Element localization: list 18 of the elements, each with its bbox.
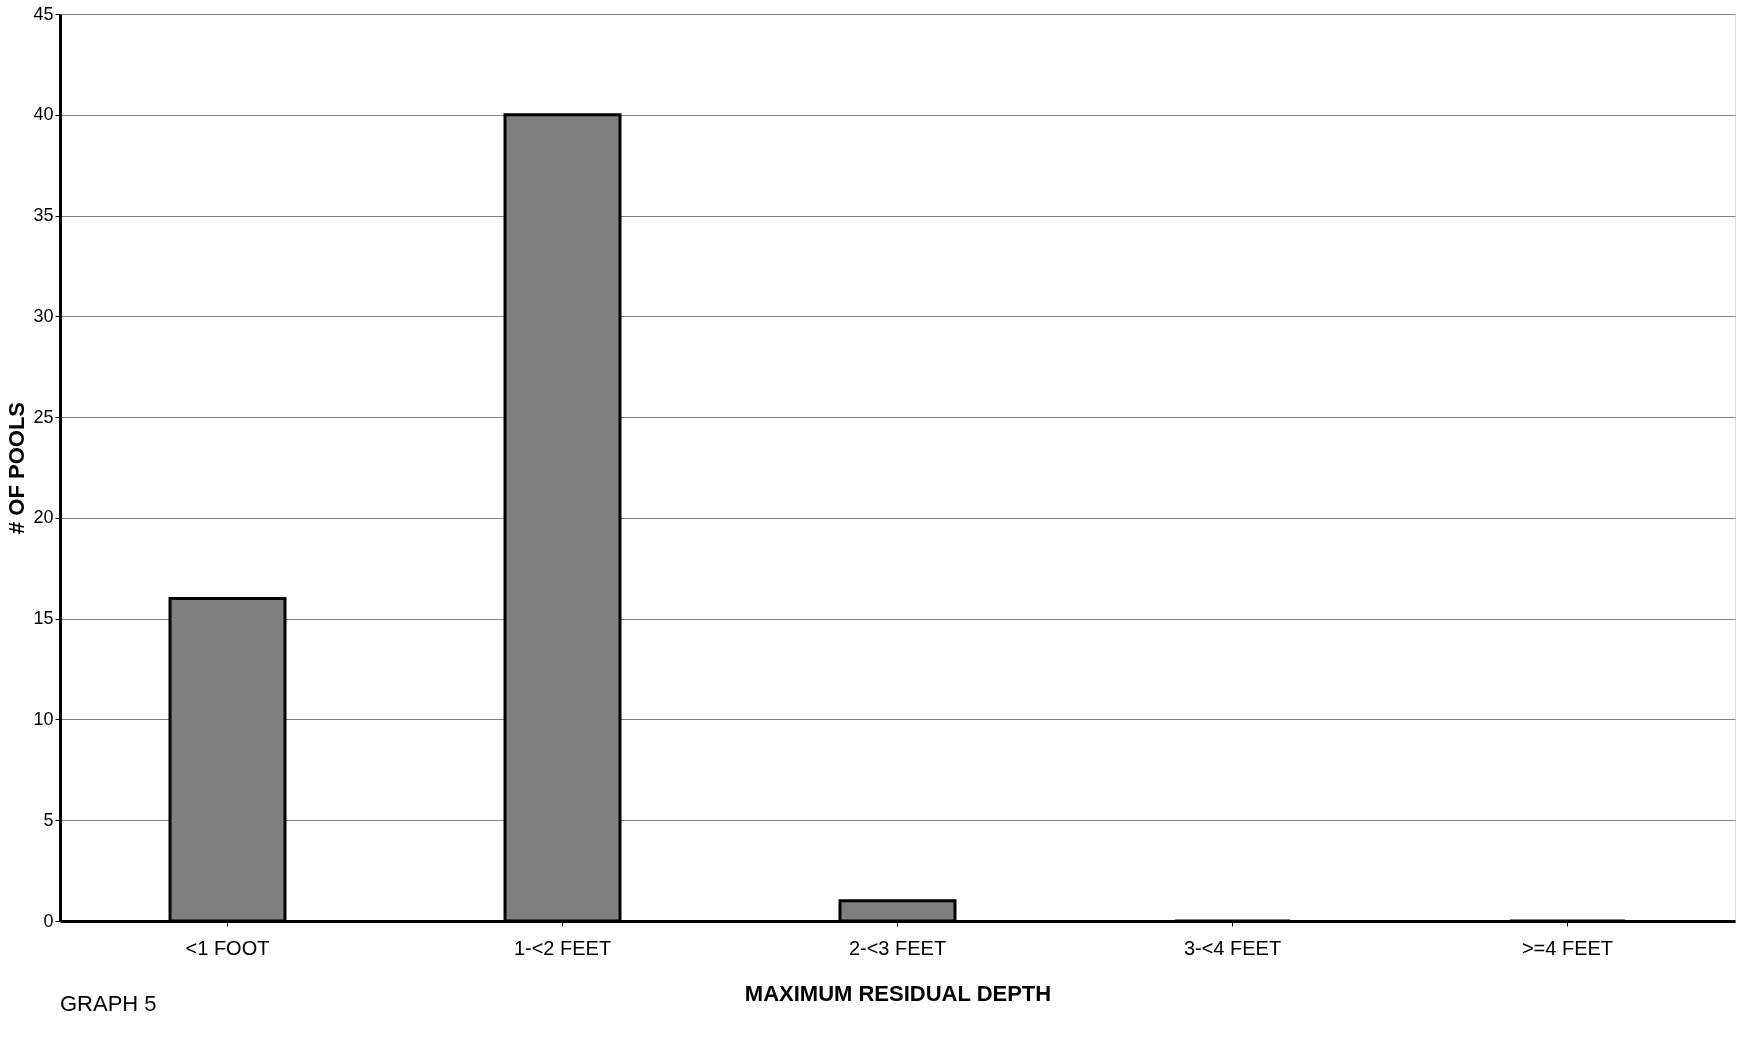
- y-tick-label: 0: [43, 910, 54, 931]
- y-tick-label: 45: [33, 3, 54, 24]
- x-tick-label: 1-<2 FEET: [513, 936, 612, 959]
- y-tick-label: 35: [33, 205, 54, 226]
- y-tick-label: 5: [43, 809, 54, 830]
- x-tick-label: 2-<3 FEET: [848, 936, 947, 959]
- y-tick-label: 40: [33, 104, 54, 125]
- y-tick-label: 20: [33, 507, 54, 528]
- x-axis-title: MAXIMUM RESIDUAL DEPTH: [744, 980, 1052, 1006]
- y-tick-label: 30: [33, 305, 54, 326]
- x-tick-label: >=4 FEET: [1521, 936, 1614, 959]
- y-tick-label: 25: [33, 406, 54, 427]
- caption: GRAPH 5: [60, 991, 157, 1016]
- y-tick-label: 15: [33, 608, 54, 629]
- y-axis-title: # OF POOLS: [4, 401, 30, 535]
- x-tick-label: 3-<4 FEET: [1183, 936, 1282, 959]
- x-tick-label: <1 FOOT: [185, 936, 270, 959]
- y-tick-label: 10: [33, 708, 54, 729]
